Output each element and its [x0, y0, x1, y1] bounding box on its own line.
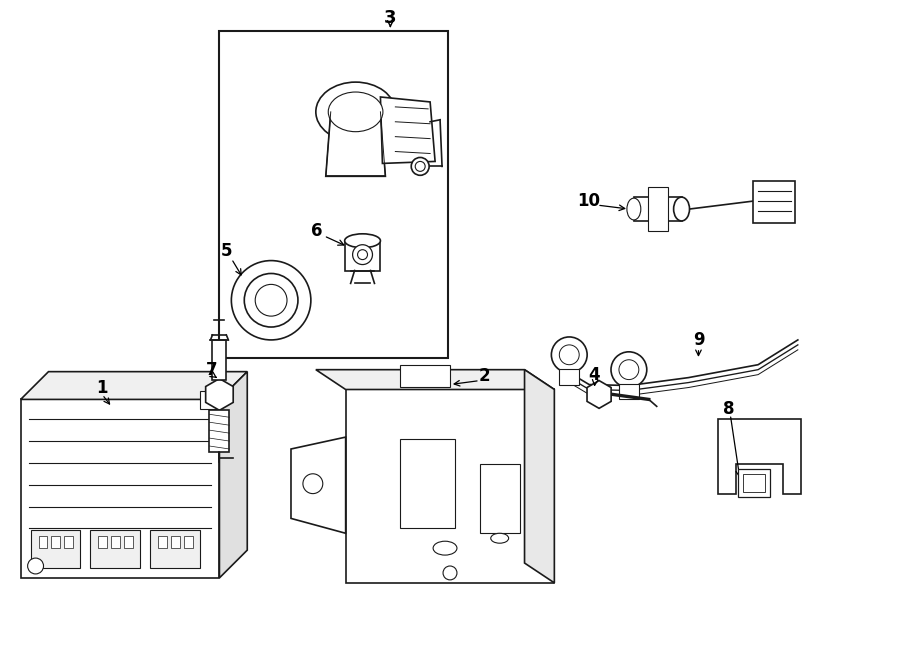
- Bar: [345, 241, 381, 270]
- Polygon shape: [21, 371, 248, 399]
- Bar: [648, 187, 668, 231]
- Bar: [619, 383, 639, 399]
- Bar: [39, 536, 48, 548]
- Text: 2: 2: [479, 367, 490, 385]
- Text: 6: 6: [311, 222, 322, 240]
- Polygon shape: [206, 379, 233, 410]
- Bar: [480, 464, 519, 533]
- Bar: [21, 399, 220, 578]
- Polygon shape: [718, 419, 801, 494]
- Circle shape: [357, 250, 367, 260]
- Ellipse shape: [316, 82, 395, 141]
- Bar: [634, 197, 681, 221]
- Bar: [98, 536, 107, 548]
- Bar: [111, 536, 120, 548]
- Circle shape: [411, 157, 429, 175]
- Ellipse shape: [627, 198, 641, 220]
- Bar: [200, 391, 218, 409]
- Circle shape: [231, 260, 310, 340]
- Polygon shape: [220, 371, 248, 578]
- Ellipse shape: [433, 541, 457, 555]
- Bar: [400, 365, 450, 387]
- Bar: [51, 536, 60, 548]
- Text: 3: 3: [384, 9, 397, 26]
- Ellipse shape: [673, 197, 689, 221]
- Bar: [158, 536, 166, 548]
- Bar: [150, 530, 200, 568]
- Bar: [212, 340, 227, 379]
- Text: 1: 1: [96, 379, 108, 397]
- Bar: [210, 410, 230, 452]
- Ellipse shape: [491, 533, 508, 543]
- Bar: [124, 536, 133, 548]
- Bar: [184, 536, 193, 548]
- Bar: [90, 530, 140, 568]
- Bar: [559, 369, 580, 385]
- Polygon shape: [326, 112, 385, 176]
- Circle shape: [244, 274, 298, 327]
- Bar: [346, 389, 554, 583]
- Text: 4: 4: [589, 366, 600, 383]
- Polygon shape: [316, 369, 554, 389]
- Bar: [220, 30, 448, 358]
- Polygon shape: [291, 437, 346, 533]
- Text: 9: 9: [693, 331, 705, 349]
- Polygon shape: [525, 369, 554, 583]
- Circle shape: [552, 337, 587, 373]
- Circle shape: [353, 245, 373, 264]
- Text: 5: 5: [220, 242, 232, 260]
- Bar: [400, 439, 455, 528]
- Bar: [65, 536, 73, 548]
- Bar: [753, 181, 795, 223]
- Polygon shape: [587, 381, 611, 408]
- Circle shape: [303, 474, 323, 494]
- Ellipse shape: [345, 234, 381, 248]
- Bar: [743, 474, 765, 492]
- Polygon shape: [381, 97, 435, 163]
- Circle shape: [28, 558, 43, 574]
- Ellipse shape: [328, 92, 382, 132]
- Text: 8: 8: [723, 401, 734, 418]
- Circle shape: [611, 352, 647, 387]
- Circle shape: [415, 161, 425, 171]
- Bar: [738, 469, 770, 496]
- Circle shape: [559, 345, 580, 365]
- Text: 10: 10: [578, 192, 600, 210]
- Bar: [31, 530, 80, 568]
- Text: 7: 7: [206, 361, 217, 379]
- Circle shape: [619, 360, 639, 379]
- Circle shape: [443, 566, 457, 580]
- Bar: [171, 536, 180, 548]
- Circle shape: [256, 284, 287, 316]
